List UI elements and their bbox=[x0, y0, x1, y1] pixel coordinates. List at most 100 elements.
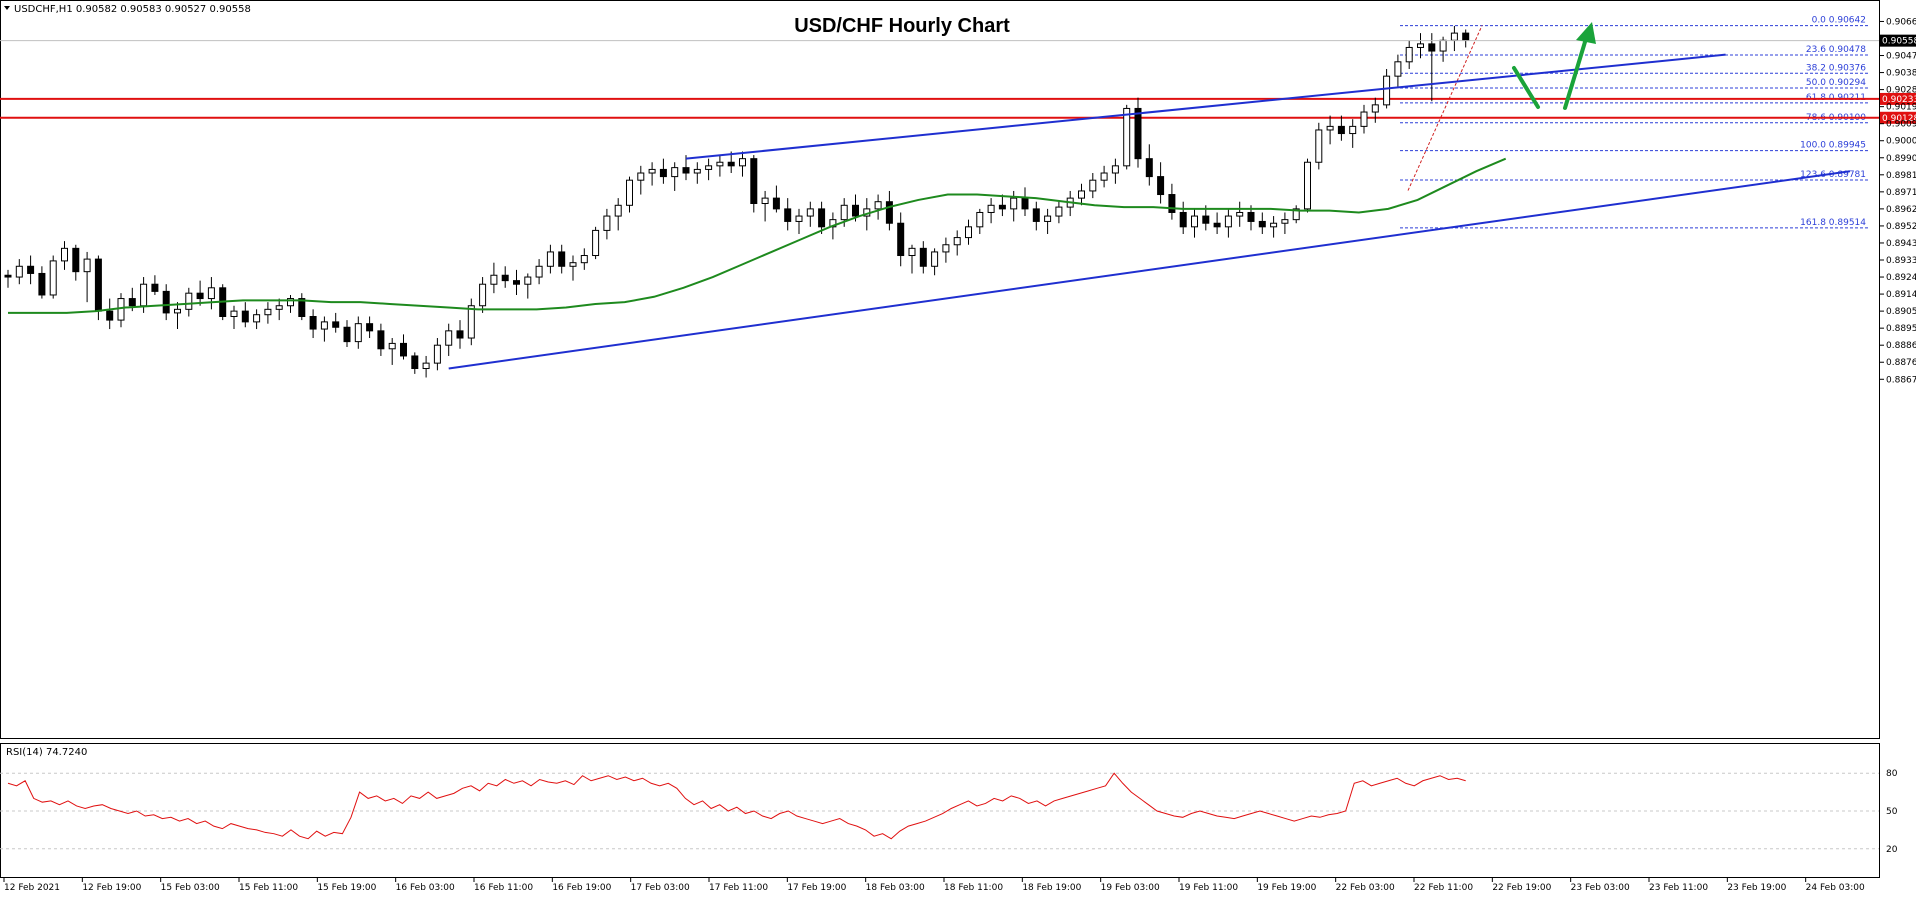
time-tick-label: 15 Feb 19:00 bbox=[317, 883, 376, 893]
current-price-label: 0.90558 bbox=[1882, 37, 1916, 47]
price-tick-label: 0.90095 bbox=[1886, 120, 1916, 130]
candle-body bbox=[1337, 125, 1345, 135]
candle-body bbox=[1428, 43, 1436, 52]
resistance-price-box bbox=[1880, 92, 1916, 105]
time-tick-label: 23 Feb 03:00 bbox=[1571, 883, 1630, 893]
price-tick-label: 0.90665 bbox=[1886, 17, 1916, 27]
candle-body bbox=[207, 287, 215, 300]
candle-body bbox=[885, 201, 893, 224]
candle-body bbox=[682, 167, 690, 174]
candle-body bbox=[1100, 172, 1108, 181]
candle-body bbox=[128, 298, 136, 307]
time-tick-label: 22 Feb 19:00 bbox=[1492, 883, 1551, 893]
candle-body bbox=[1371, 104, 1379, 113]
candle-body bbox=[1123, 107, 1131, 167]
candle-body bbox=[659, 168, 667, 178]
chart-title: USD/CHF Hourly Chart bbox=[794, 15, 1010, 37]
candle-body bbox=[558, 251, 566, 267]
candle-body bbox=[309, 316, 317, 330]
candle-body bbox=[162, 290, 170, 314]
candle-body bbox=[953, 237, 961, 246]
candle-body bbox=[705, 165, 713, 170]
candle-body bbox=[1258, 220, 1266, 228]
candle-body bbox=[1224, 215, 1232, 228]
candle-body bbox=[230, 310, 238, 318]
time-tick-label: 22 Feb 11:00 bbox=[1414, 883, 1473, 893]
price-tick-label: 0.89335 bbox=[1886, 256, 1916, 266]
fib-level-label: 0.0 0.90642 bbox=[1812, 16, 1866, 26]
time-axis: 12 Feb 2021 12 Feb 19:00 15 Feb 03:00 15 Fe… bbox=[3, 878, 1865, 893]
candle-body bbox=[61, 247, 68, 262]
candle-body bbox=[1236, 211, 1244, 217]
resistance-layer: 0.90233 0.90128 bbox=[0, 92, 1916, 124]
candle-body bbox=[1304, 161, 1311, 210]
candle-body bbox=[411, 355, 419, 370]
candle-body bbox=[422, 362, 430, 370]
time-tick-label: 19 Feb 03:00 bbox=[1101, 883, 1160, 893]
candle-body bbox=[275, 305, 283, 310]
candle-body bbox=[806, 208, 814, 217]
candle-body bbox=[400, 342, 407, 357]
candle-body bbox=[998, 204, 1006, 210]
candle-body bbox=[1213, 222, 1221, 228]
rsi-level-label: 20 bbox=[1886, 845, 1898, 855]
candle-body bbox=[490, 274, 498, 285]
candle-body bbox=[626, 179, 633, 206]
price-tick-label: 0.89145 bbox=[1886, 290, 1916, 300]
price-tick-label: 0.88765 bbox=[1886, 358, 1916, 368]
candle-body bbox=[1405, 46, 1413, 63]
candle-body bbox=[513, 280, 520, 285]
candle-body bbox=[1134, 107, 1142, 160]
collapse-triangle-icon[interactable] bbox=[4, 6, 10, 10]
candle-body bbox=[1168, 194, 1176, 213]
candle-body bbox=[433, 344, 441, 364]
candle-body bbox=[253, 314, 261, 323]
candle-body bbox=[569, 262, 577, 267]
time-tick-label: 18 Feb 03:00 bbox=[866, 883, 925, 893]
candle-body bbox=[185, 292, 193, 310]
price-tick-label: 0.90475 bbox=[1886, 52, 1916, 62]
green-arrow-icon bbox=[1512, 22, 1596, 110]
resistance-price-label: 0.90233 bbox=[1882, 95, 1916, 105]
resistance-price-label: 0.90128 bbox=[1882, 114, 1916, 124]
candle-body bbox=[897, 222, 905, 257]
candle-body bbox=[818, 208, 826, 228]
fib-base-line bbox=[1407, 25, 1483, 191]
candle-body bbox=[377, 330, 385, 350]
candle-body bbox=[942, 244, 950, 253]
trendline bbox=[685, 53, 1726, 160]
time-tick-label: 17 Feb 19:00 bbox=[787, 883, 846, 893]
fib-level-label: 161.8 0.89514 bbox=[1800, 218, 1866, 228]
candle-body bbox=[241, 310, 249, 323]
candle-body bbox=[1191, 215, 1198, 228]
fib-level-label: 123.6 0.89781 bbox=[1800, 170, 1866, 180]
time-tick-label: 18 Feb 11:00 bbox=[944, 883, 1003, 893]
candle-body bbox=[287, 298, 294, 307]
time-tick-label: 16 Feb 03:00 bbox=[396, 883, 455, 893]
candle-body bbox=[298, 298, 306, 318]
candle-body bbox=[196, 292, 204, 300]
candle-body bbox=[106, 310, 114, 321]
candle-body bbox=[592, 229, 600, 257]
candle-body bbox=[264, 308, 272, 316]
candle-body bbox=[784, 208, 792, 222]
candle-body bbox=[1021, 197, 1029, 210]
price-tick-label: 0.90285 bbox=[1886, 86, 1916, 96]
candle-body bbox=[94, 258, 102, 312]
candle-body bbox=[49, 260, 57, 296]
candle-body bbox=[479, 283, 487, 307]
main-panel-frame bbox=[0, 0, 1880, 739]
candle-body bbox=[332, 321, 340, 328]
candle-body bbox=[140, 283, 148, 307]
time-tick-label: 16 Feb 19:00 bbox=[552, 883, 611, 893]
candle-body bbox=[354, 323, 362, 343]
candle-body bbox=[467, 305, 475, 339]
time-tick-label: 24 Feb 03:00 bbox=[1806, 883, 1865, 893]
candle-body bbox=[501, 274, 509, 282]
candle-body bbox=[1417, 43, 1424, 48]
candle-body bbox=[795, 215, 803, 222]
candle-body bbox=[1145, 158, 1153, 178]
